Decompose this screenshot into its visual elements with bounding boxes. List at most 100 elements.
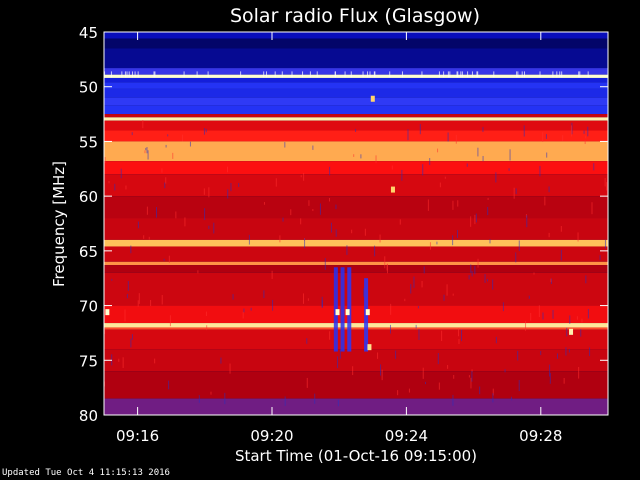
band-tick-mark <box>367 71 369 78</box>
noise-streak <box>314 393 316 404</box>
noise-streak <box>550 278 552 283</box>
frequency-band-15 <box>104 161 608 175</box>
noise-streak <box>443 294 445 301</box>
band-tick-mark <box>471 71 473 78</box>
band-tick-mark <box>196 71 198 78</box>
noise-streak <box>438 382 440 390</box>
noise-streak <box>111 278 113 281</box>
noise-streak <box>563 377 565 384</box>
noise-streak <box>577 232 579 242</box>
band-tick-mark <box>207 71 209 78</box>
noise-streak <box>570 125 572 137</box>
hot-pixel-5 <box>390 186 395 193</box>
band-tick-mark <box>104 71 106 78</box>
noise-streak <box>452 200 454 210</box>
noise-streak <box>482 126 484 132</box>
noise-streak <box>205 128 207 133</box>
noise-streak <box>230 183 232 192</box>
band-tick-mark <box>369 71 371 78</box>
noise-streak <box>164 182 166 189</box>
noise-streak <box>417 306 419 309</box>
noise-streak <box>104 381 106 387</box>
band-tick-mark <box>493 71 495 78</box>
noise-streak <box>436 241 438 245</box>
noise-streak <box>468 275 470 280</box>
noise-streak <box>204 208 206 221</box>
noise-streak <box>319 203 321 215</box>
noise-streak <box>203 128 205 135</box>
band-tick-mark <box>421 71 423 78</box>
frequency-band-25 <box>104 323 608 328</box>
band-tick-mark <box>561 71 563 78</box>
noise-streak <box>229 363 231 374</box>
noise-streak <box>220 357 222 364</box>
noise-streak <box>290 209 292 216</box>
noise-streak <box>475 213 477 223</box>
noise-streak <box>210 391 212 395</box>
noise-streak <box>437 353 439 365</box>
x-tick-label-1: 09:20 <box>250 427 293 445</box>
band-tick-mark <box>291 71 293 78</box>
hot-pixel-0 <box>105 309 110 316</box>
noise-streak <box>130 245 132 254</box>
noise-streak <box>453 374 455 379</box>
noise-streak <box>197 270 199 274</box>
noise-streak <box>391 165 393 170</box>
noise-streak <box>504 369 506 373</box>
band-tick-mark <box>154 71 156 78</box>
band-tick-mark <box>460 71 462 78</box>
noise-streak <box>533 272 535 275</box>
noise-streak <box>125 185 127 190</box>
frequency-band-0 <box>104 32 608 39</box>
frequency-band-30 <box>104 398 608 415</box>
noise-streak <box>470 377 472 389</box>
x-axis-label: Start Time (01-Oct-16 09:15:00) <box>235 447 477 465</box>
noise-streak <box>557 353 559 359</box>
noise-streak <box>364 228 366 236</box>
noise-streak <box>145 147 147 151</box>
noise-streak <box>429 242 431 250</box>
noise-streak <box>422 164 424 176</box>
noise-streak <box>444 176 446 179</box>
noise-streak <box>384 256 386 269</box>
noise-streak <box>169 315 171 327</box>
band-tick-mark <box>362 71 364 78</box>
noise-streak <box>526 215 528 228</box>
hot-pixel-6 <box>370 95 375 102</box>
noise-streak <box>168 380 170 390</box>
noise-streak <box>583 130 585 134</box>
hot-pixel-3 <box>365 309 370 316</box>
noise-streak <box>127 281 129 291</box>
noise-streak <box>329 166 331 176</box>
noise-streak <box>569 315 571 324</box>
noise-streak <box>408 388 410 393</box>
frequency-band-17 <box>104 196 608 219</box>
noise-streak <box>455 134 457 144</box>
frequency-band-12 <box>104 120 608 131</box>
noise-streak <box>243 308 245 313</box>
noise-streak <box>147 150 149 160</box>
noise-streak <box>182 134 184 142</box>
y-tick-label-45: 45 <box>79 24 98 42</box>
noise-streak <box>275 178 277 187</box>
x-tick-label-0: 09:16 <box>116 427 159 445</box>
noise-streak <box>351 229 353 234</box>
band-tick-mark <box>467 71 469 78</box>
noise-streak <box>168 255 170 263</box>
noise-streak <box>548 232 550 238</box>
noise-streak <box>549 372 551 384</box>
noise-texture-layer <box>104 71 608 407</box>
noise-streak <box>492 393 494 403</box>
frequency-band-2 <box>104 48 608 69</box>
band-tick-mark <box>556 71 558 78</box>
noise-streak <box>468 375 470 378</box>
band-tick-mark <box>131 71 133 78</box>
noise-streak <box>130 338 132 348</box>
noise-streak <box>422 367 424 379</box>
noise-streak <box>587 126 589 137</box>
noise-streak <box>542 312 544 320</box>
band-tick-mark <box>476 71 478 78</box>
noise-streak <box>593 163 595 171</box>
noise-streak <box>538 305 540 318</box>
noise-streak <box>584 140 586 145</box>
